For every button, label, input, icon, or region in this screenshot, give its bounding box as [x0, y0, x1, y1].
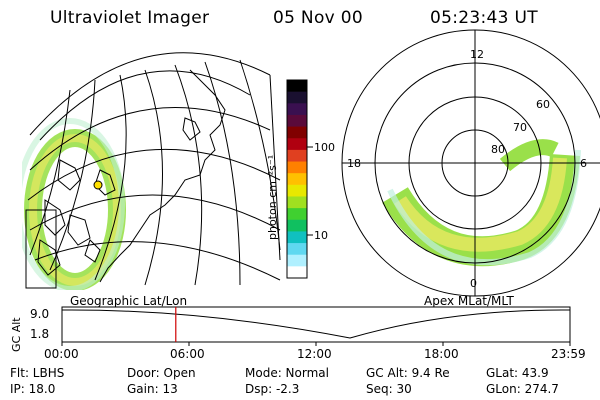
colorbar-swatch: [287, 80, 307, 93]
colorbar-swatch: [287, 173, 307, 186]
apex-caption: Apex MLat/MLT: [424, 294, 514, 308]
timeline-ytick-1-8: 1.8: [30, 327, 50, 341]
glat-status: GLat: 43.9: [486, 366, 549, 380]
colorbar-swatch: [287, 219, 307, 232]
colorbar-swatch: [287, 254, 307, 267]
colorbar-swatch: [287, 103, 307, 116]
colorbar-swatch: [287, 196, 307, 209]
colorbar-swatch: [287, 126, 307, 139]
polar-plot: [341, 29, 600, 297]
mlt-label-6: 6: [580, 157, 587, 170]
spacecraft-marker: [93, 180, 103, 190]
mlt-label-12: 12: [470, 48, 484, 61]
mlt-label-0: 0: [470, 277, 477, 290]
gc-alt-status: GC Alt: 9.4 Re: [366, 366, 450, 380]
colorbar-swatch: [287, 231, 307, 244]
colorbar-swatch: [287, 91, 307, 104]
timeline-xtick-2359: 23:59: [551, 347, 586, 361]
altitude-timeline: [61, 306, 571, 346]
colorbar-swatch: [287, 208, 307, 221]
colorbar-swatch: [287, 138, 307, 151]
colorbar-unit-label: photon cm⁻²s⁻¹: [266, 154, 279, 240]
map-grid: [27, 52, 281, 286]
seq-status: Seq: 30: [366, 382, 412, 396]
colorbar-swatch: [287, 266, 307, 279]
mlat-label-80: 80: [491, 143, 505, 156]
time-label: 05:23:43 UT: [430, 8, 538, 28]
gain-status: Gain: 13: [127, 382, 178, 396]
colorbar-swatch: [287, 184, 307, 197]
timeline-xtick-0000: 00:00: [44, 347, 79, 361]
colorbar-swatch: [287, 114, 307, 128]
timeline-xtick-0600: 06:00: [170, 347, 205, 361]
ip-status: IP: 18.0: [10, 382, 56, 396]
mlat-label-70: 70: [513, 121, 527, 134]
door-status: Door: Open: [127, 366, 196, 380]
mode-status: Mode: Normal: [245, 366, 329, 380]
timeline-axis-label: GC Alt: [10, 317, 23, 352]
timeline-xtick-1200: 12:00: [297, 347, 332, 361]
geographic-aurora: [22, 118, 126, 290]
colorbar-swatch: [287, 149, 307, 163]
timeline-ytick-9: 9.0: [30, 307, 50, 321]
geographic-caption: Geographic Lat/Lon: [70, 294, 188, 308]
polar-aurora: [382, 139, 581, 267]
glon-status: GLon: 274.7: [486, 382, 559, 396]
date-label: 05 Nov 00: [273, 8, 363, 28]
timeline-xtick-1800: 18:00: [424, 347, 459, 361]
colorbar-tick-100: 100: [314, 141, 335, 154]
mlt-label-18: 18: [347, 157, 361, 170]
colorbar-swatch: [287, 161, 307, 174]
filter-status: Flt: LBHS: [10, 366, 65, 380]
instrument-title: Ultraviolet Imager: [50, 8, 210, 28]
coastline: [37, 69, 226, 283]
colorbar-tick-10: 10: [314, 229, 328, 242]
geographic-map: [22, 52, 281, 290]
mlat-label-60: 60: [536, 98, 550, 111]
dsp-status: Dsp: -2.3: [245, 382, 300, 396]
color-bar: [286, 79, 313, 279]
colorbar-swatch: [287, 243, 307, 256]
